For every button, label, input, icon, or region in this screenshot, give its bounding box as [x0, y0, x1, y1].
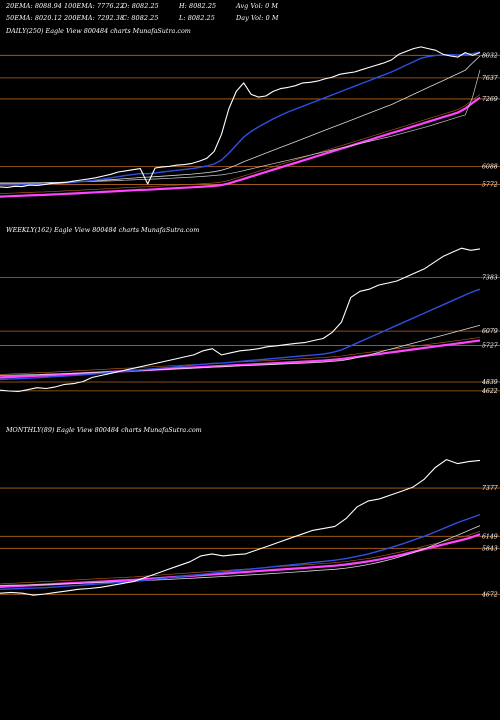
monthly-level-label: 7377 [482, 485, 498, 492]
daily-level-label: 5772 [482, 181, 498, 188]
weekly-long-ema-line [0, 337, 481, 375]
ema20-readout: 20EMA: 8088.94 [6, 2, 62, 10]
ema200-readout: 200EMA: 7292.38 [64, 14, 125, 22]
avg-vol-readout: Avg Vol: 0 M [236, 2, 279, 10]
daily-long-ema-line [0, 94, 481, 194]
weekly-level-label: 6079 [482, 328, 498, 335]
daily-ema20-line [0, 51, 481, 186]
daily-ema50-line [0, 55, 481, 184]
weekly-panel-title: WEEKLY(162) Eagle View 800484 charts Mun… [6, 226, 200, 234]
weekly-level-label: 4839 [481, 379, 498, 386]
day-vol-readout: Day Vol: 0 M [236, 14, 279, 22]
weekly-ema200-line [0, 339, 481, 379]
open-readout: O: 8082.25 [122, 2, 159, 10]
daily-level-label: 6088 [482, 163, 498, 170]
daily-level-label: 7269 [482, 96, 498, 103]
monthly-level-label: 5843 [482, 545, 498, 552]
header-row-1: 20EMA: 8088.94 100EMA: 7776.22O: 8082.25 H… [6, 2, 278, 10]
ema50-readout: 50EMA: 8020.12 [6, 14, 62, 22]
monthly-level-label: 6149 [482, 533, 498, 540]
monthly-ema200-line [0, 533, 481, 588]
monthly-level-label: 4672 [481, 591, 498, 598]
weekly-level-label: 5727 [482, 343, 498, 350]
header-row-2: 50EMA: 8020.12 200EMA: 7292.38C: 8082.25 L… [6, 14, 279, 22]
high-readout: H: 8082.25 [179, 2, 217, 10]
daily-ema200-line [0, 96, 481, 198]
daily-panel-title: DAILY(250) Eagle View 800484 charts Muna… [6, 27, 191, 35]
monthly-long-ema-line [0, 531, 481, 585]
monthly-ema50-line [0, 525, 481, 586]
daily-panel: 8032 7637 7269 6088 5772 [0, 46, 500, 198]
monthly-ema20-line [0, 513, 481, 590]
ema100-readout: 100EMA: 7776.22 [64, 2, 125, 10]
weekly-price-line [0, 247, 481, 392]
monthly-panel: 7377 6149 5843 4672 [0, 459, 500, 598]
weekly-ema20-line [0, 288, 481, 381]
weekly-panel: 7383 6079 5727 4839 4622 [0, 247, 500, 395]
low-readout: L: 8082.25 [179, 14, 215, 22]
daily-level-label: 8032 [482, 52, 498, 59]
monthly-panel-title: MONTHLY(89) Eagle View 800484 charts Mun… [6, 426, 202, 434]
weekly-level-label: 4622 [481, 388, 498, 395]
daily-price-line [0, 46, 481, 188]
monthly-price-line [0, 459, 481, 596]
weekly-ema50-line [0, 324, 481, 376]
close-readout: C: 8082.25 [122, 14, 159, 22]
weekly-level-label: 7383 [482, 275, 498, 282]
daily-level-label: 7637 [482, 75, 498, 82]
